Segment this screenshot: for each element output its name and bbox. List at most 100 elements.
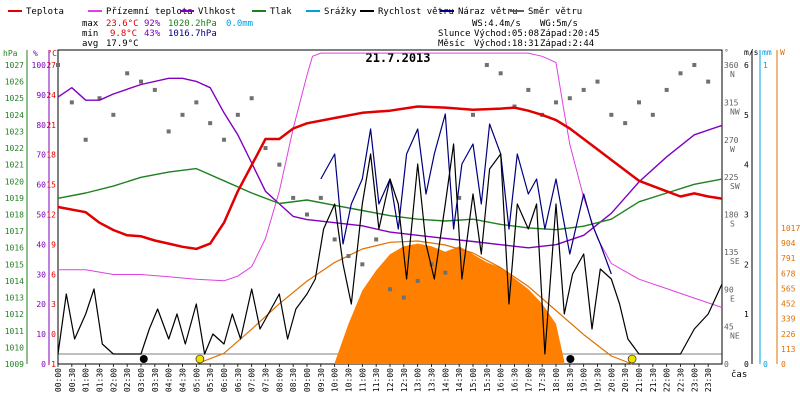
stat-value: 17.9°C bbox=[106, 39, 139, 49]
moonset: Západ:2:44 bbox=[540, 39, 594, 49]
direction-point bbox=[526, 87, 531, 92]
sun-label: Slunce bbox=[438, 29, 471, 39]
legend-label: Přízemní teplota bbox=[106, 7, 193, 17]
direction-point bbox=[208, 121, 213, 126]
wind-tick: 5 bbox=[744, 111, 749, 120]
x-tick-label: 00:30 bbox=[68, 368, 77, 392]
moon-label: Měsíc bbox=[438, 39, 465, 49]
direction-point bbox=[457, 195, 462, 200]
stat-value: max bbox=[82, 19, 99, 29]
pressure-axis-tick: 1019 bbox=[5, 194, 24, 203]
direction-tick: 315 bbox=[724, 98, 739, 107]
direction-tick: 135 bbox=[724, 248, 739, 257]
direction-tick: NW bbox=[730, 107, 740, 116]
direction-point bbox=[97, 96, 102, 101]
solar-tick: 791 bbox=[781, 254, 796, 263]
direction-point bbox=[692, 63, 697, 67]
legend-label: Směr větru bbox=[528, 7, 582, 17]
x-tick-label: 10:30 bbox=[345, 368, 354, 392]
direction-tick: 270 bbox=[724, 136, 739, 145]
direction-point bbox=[291, 195, 296, 200]
x-tick-label: 18:30 bbox=[566, 368, 575, 392]
x-tick-label: 15:30 bbox=[483, 368, 492, 392]
temperature-axis-tick: 24 bbox=[46, 91, 56, 100]
x-tick-label: 17:30 bbox=[538, 368, 547, 392]
x-tick-label: 12:30 bbox=[400, 368, 409, 392]
pressure-axis-tick: 1020 bbox=[5, 177, 24, 186]
direction-tick: N bbox=[730, 70, 735, 79]
direction-point bbox=[166, 129, 171, 134]
direction-point bbox=[623, 121, 628, 126]
direction-point bbox=[263, 146, 268, 151]
direction-point bbox=[125, 71, 130, 76]
direction-tick: S bbox=[730, 220, 735, 229]
x-tick-label: 06:00 bbox=[220, 368, 229, 392]
direction-point bbox=[56, 63, 60, 67]
pressure-axis-tick: 1015 bbox=[5, 260, 24, 269]
direction-point bbox=[567, 96, 572, 101]
direction-point bbox=[471, 112, 475, 117]
stats-block: max 23.6°C 92% 1020.2hPa 0.0mm min 9.8°C 43% 101… bbox=[82, 19, 600, 49]
solar-tick: 904 bbox=[781, 239, 796, 248]
stat-value: avg bbox=[82, 39, 98, 49]
humidity-axis-tick: 80 bbox=[36, 121, 46, 130]
x-tick-label: 05:30 bbox=[206, 368, 215, 392]
x-tick-label: 20:00 bbox=[607, 368, 616, 392]
legend-label: Teplota bbox=[26, 7, 64, 17]
direction-point bbox=[69, 100, 74, 105]
x-axis-ticks: 00:00 00:30 01:00 01:30 02:00 02:30 03:00 03:30… bbox=[54, 364, 713, 392]
direction-point bbox=[152, 87, 157, 92]
x-tick-label: 04:30 bbox=[179, 368, 188, 392]
x-tick-label: 03:30 bbox=[151, 368, 160, 392]
moonrise-marker bbox=[566, 355, 575, 363]
humidity-axis-tick: 50 bbox=[36, 211, 46, 220]
humidity-axis-tick: 30 bbox=[36, 270, 46, 279]
x-tick-label: 14:00 bbox=[441, 368, 450, 392]
sunrise: Východ:05:08 bbox=[474, 29, 539, 39]
chart-title: 21.7.2013 bbox=[365, 51, 430, 65]
pressure-axis-tick: 1026 bbox=[5, 78, 24, 87]
direction-point bbox=[498, 71, 503, 76]
x-tick-label: 06:30 bbox=[234, 368, 243, 392]
direction-point bbox=[194, 100, 199, 105]
direction-tick: SE bbox=[730, 257, 740, 266]
x-axis-unit: čas bbox=[731, 369, 747, 380]
direction-point bbox=[664, 87, 669, 92]
x-tick-label: 02:00 bbox=[109, 368, 118, 392]
pressure-axis-tick: 1027 bbox=[5, 61, 24, 70]
direction-point bbox=[139, 79, 143, 84]
direction-point bbox=[443, 270, 448, 275]
x-tick-label: 15:00 bbox=[469, 368, 478, 392]
rain-tick: 1 bbox=[763, 61, 768, 70]
x-tick-label: 16:30 bbox=[511, 368, 520, 392]
legend-label: Náraz větru bbox=[458, 7, 518, 17]
legend-label: Srážky bbox=[324, 7, 357, 17]
direction-point bbox=[83, 137, 88, 142]
temperature-axis-tick: 0 bbox=[51, 330, 56, 339]
direction-point bbox=[415, 278, 420, 283]
direction-point bbox=[111, 112, 116, 117]
direction-tick: 360 bbox=[724, 61, 739, 70]
pressure-axis-tick: 1023 bbox=[5, 127, 24, 136]
x-tick-label: 12:00 bbox=[386, 368, 395, 392]
direction-point bbox=[360, 262, 365, 267]
direction-point bbox=[180, 112, 185, 117]
solar-tick: 565 bbox=[781, 284, 796, 293]
temperature-line bbox=[57, 105, 723, 251]
x-tick-label: 11:00 bbox=[358, 368, 367, 392]
x-tick-label: 11:30 bbox=[372, 368, 381, 392]
legend: Teplota Přízemní teplota Vlhkost Tlak Srážky… bbox=[8, 7, 582, 17]
pressure-axis-tick: 1012 bbox=[5, 310, 24, 319]
direction-tick: 225 bbox=[724, 173, 739, 182]
x-tick-label: 14:30 bbox=[455, 368, 464, 392]
sunset-marker bbox=[627, 354, 637, 364]
wind-tick: 1 bbox=[744, 310, 749, 319]
x-tick-label: 18:00 bbox=[552, 368, 561, 392]
pressure-axis-tick: 1014 bbox=[5, 277, 24, 286]
humidity-axis-tick: 90 bbox=[36, 91, 46, 100]
rain-unit: mm bbox=[762, 48, 772, 57]
direction-tick: 180 bbox=[724, 211, 739, 220]
wind-gust-stat: WG:5m/s bbox=[540, 19, 578, 29]
wind-tick: 6 bbox=[744, 61, 749, 70]
pressure-axis-tick: 1017 bbox=[5, 227, 24, 236]
